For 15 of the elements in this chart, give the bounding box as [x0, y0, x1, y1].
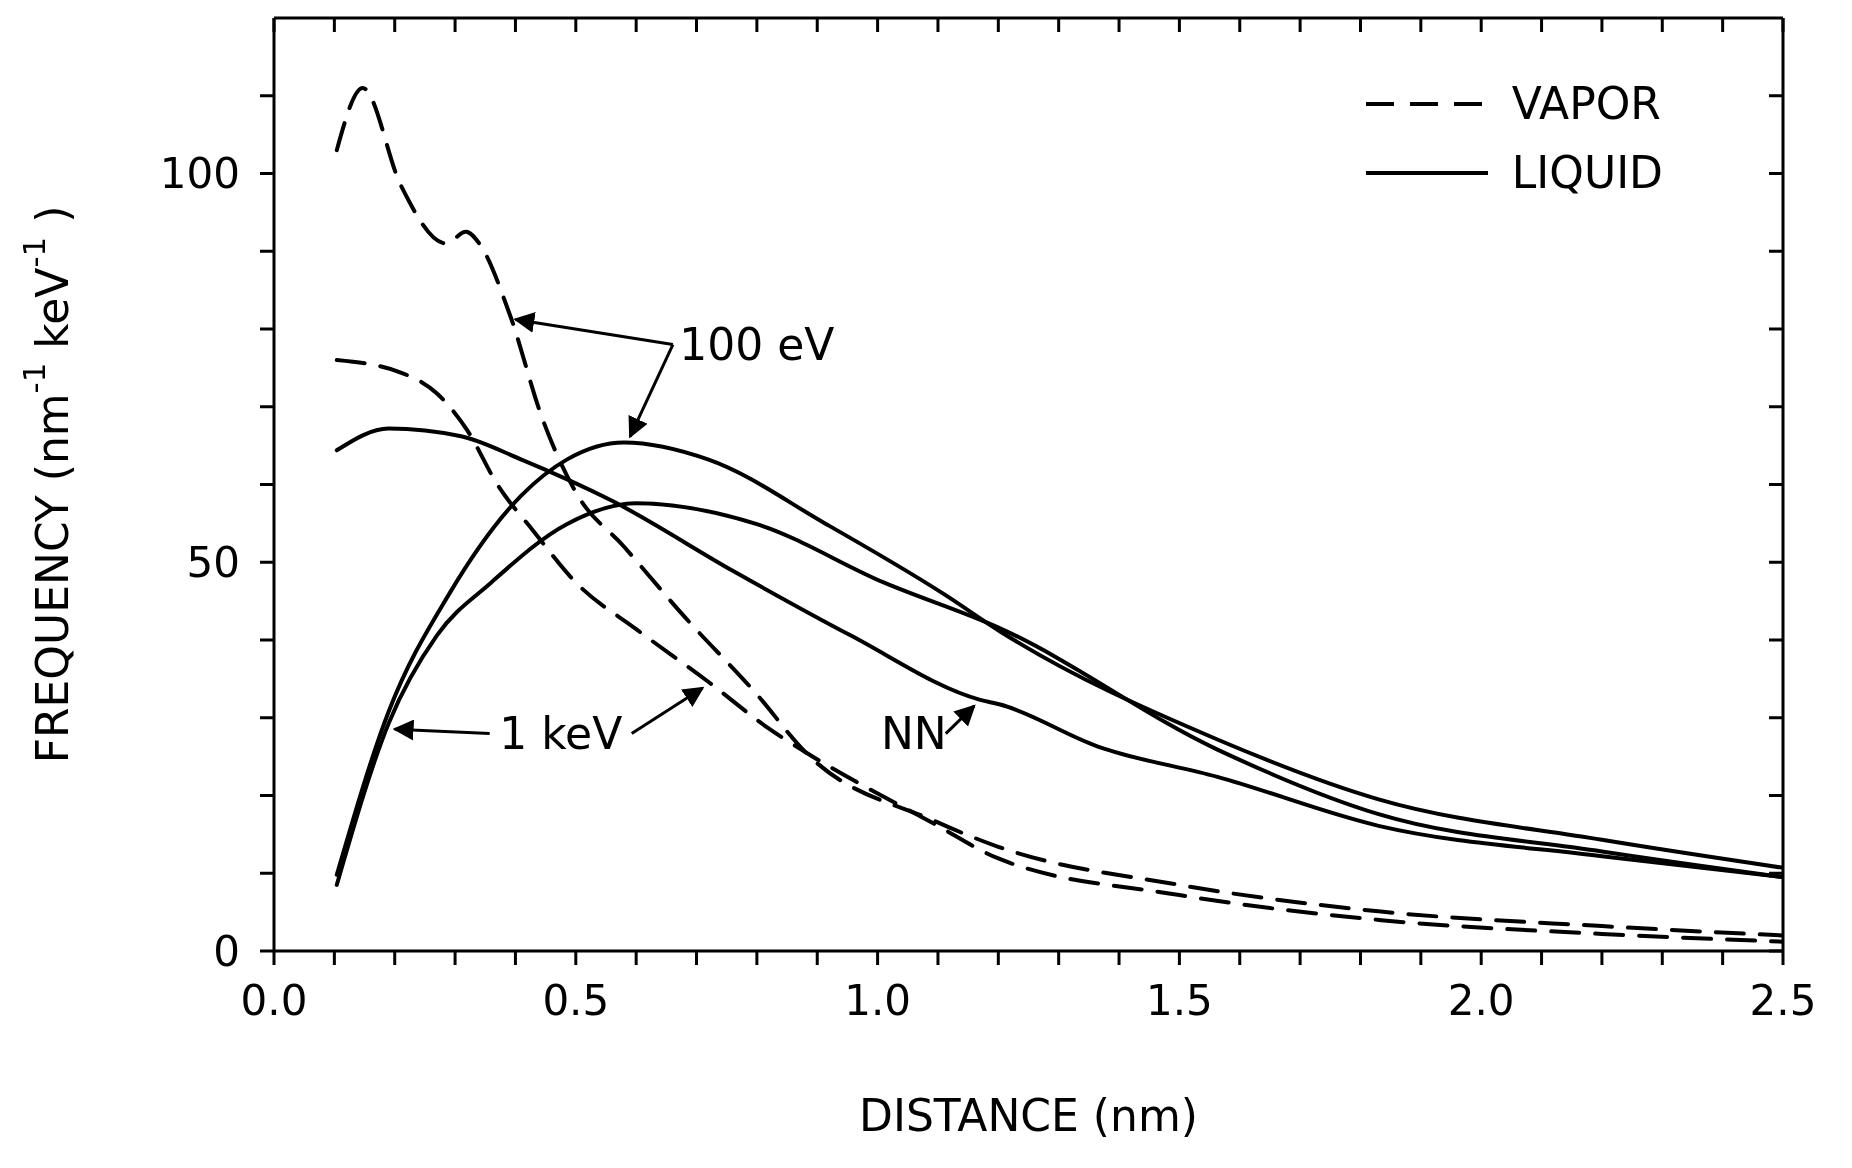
x-tick-label: 2.5 — [1749, 975, 1817, 1025]
annotation: 1 keV — [499, 708, 623, 760]
legend-label: VAPOR — [1511, 78, 1661, 129]
x-tick-label: 2.0 — [1447, 975, 1515, 1025]
x-axis-title: DISTANCE (nm) — [859, 1090, 1198, 1141]
annotation: NN — [880, 708, 947, 760]
legend-label: LIQUID — [1511, 147, 1663, 198]
y-tick-label: 100 — [159, 149, 240, 199]
y-tick-label: 0 — [213, 926, 240, 976]
y-tick-label: 50 — [186, 538, 240, 588]
x-tick-label: 0.0 — [240, 975, 308, 1025]
annotation: 100 eV — [679, 319, 835, 371]
x-tick-label: 0.5 — [542, 975, 610, 1025]
x-tick-label: 1.5 — [1146, 975, 1213, 1025]
x-tick-label: 1.0 — [844, 975, 911, 1025]
